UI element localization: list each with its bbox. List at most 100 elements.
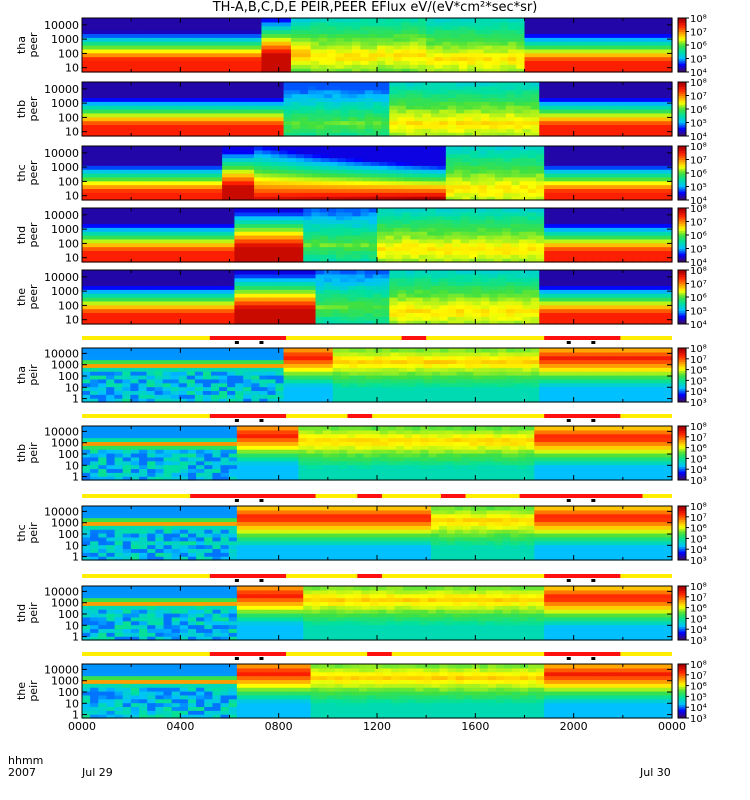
- spectrogram-cell: [299, 304, 309, 310]
- spectrogram-cell: [213, 161, 223, 166]
- spectrogram-cell: [154, 281, 163, 287]
- spectrogram-cell: [258, 285, 268, 290]
- spectrogram-cell: [163, 60, 173, 65]
- spectrogram-cell: [519, 173, 529, 178]
- spectrogram-cell: [524, 21, 534, 27]
- spectrogram-cell: [519, 157, 529, 163]
- spectrogram-cell: [655, 29, 665, 35]
- spectrogram-cell: [590, 41, 599, 46]
- spectrogram-cell: [435, 231, 445, 236]
- spectrogram-cell: [455, 97, 465, 102]
- spectrogram-cell: [194, 101, 204, 106]
- spectrogram-cell: [439, 320, 449, 325]
- spectrogram-cell: [98, 48, 108, 54]
- spectrogram-cell: [178, 300, 187, 306]
- spectrogram-cell: [647, 128, 657, 133]
- spectrogram-cell: [584, 223, 593, 228]
- spectrogram-cell: [447, 304, 457, 310]
- spectrogram-cell: [139, 173, 149, 178]
- spectrogram-cell: [106, 223, 115, 228]
- spectrogram-cell: [354, 146, 364, 151]
- spectrogram-cell: [162, 258, 171, 263]
- spectrogram-cell: [114, 105, 123, 110]
- spectrogram-cell: [485, 211, 495, 217]
- spectrogram-cell: [90, 128, 99, 133]
- spectrogram-cell: [178, 93, 188, 99]
- spectrogram-cell: [180, 146, 190, 151]
- spectrogram-cell: [251, 105, 260, 110]
- spectrogram-cell: [614, 64, 624, 69]
- spectrogram-cell: [354, 153, 364, 159]
- spectrogram-cell: [560, 250, 569, 255]
- spectrogram-cell: [138, 258, 147, 263]
- spectrogram-cell: [589, 128, 598, 133]
- spectrogram-cell: [447, 308, 457, 314]
- spectrogram-cell: [243, 254, 253, 259]
- spectrogram-cell: [219, 105, 228, 110]
- spectrogram-cell: [584, 250, 593, 255]
- spectrogram-cell: [434, 41, 444, 46]
- spectrogram-cell: [581, 48, 591, 54]
- spectrogram-cell: [268, 227, 279, 232]
- spectrogram-cell: [647, 109, 657, 114]
- spectrogram-cell: [251, 254, 261, 259]
- spectrogram-cell: [547, 82, 557, 87]
- spectrogram-cell: [472, 97, 482, 102]
- spectrogram-cell: [283, 312, 292, 317]
- spectrogram-cell: [228, 60, 238, 65]
- spectrogram-cell: [310, 52, 320, 58]
- spectrogram-cell: [393, 254, 403, 259]
- spectrogram-cell: [290, 60, 302, 65]
- spectrogram-cell: [494, 215, 503, 221]
- spectrogram-cell: [114, 285, 123, 290]
- spectrogram-cell: [163, 21, 173, 27]
- spectrogram-cell: [197, 149, 207, 155]
- spectrogram-cell: [162, 308, 171, 314]
- spectrogram-cell: [584, 208, 593, 213]
- spectrogram-cell: [600, 165, 609, 170]
- spectrogram-cell: [458, 21, 468, 27]
- spectrogram-cell: [389, 289, 399, 294]
- spectrogram-cell: [381, 124, 390, 129]
- spectrogram-cell: [608, 219, 617, 225]
- spectrogram-cell: [467, 64, 476, 69]
- spectrogram-cell: [608, 238, 617, 244]
- spectrogram-cell: [254, 184, 264, 190]
- spectrogram-cell: [147, 64, 157, 69]
- spectrogram-cell: [219, 85, 228, 91]
- spectrogram-cell: [576, 157, 585, 163]
- spectrogram-cell: [131, 196, 141, 201]
- spectrogram-cell: [251, 112, 260, 118]
- spectrogram-cell: [220, 33, 230, 38]
- spectrogram-cell: [467, 60, 476, 65]
- spectrogram-cell: [494, 223, 503, 228]
- spectrogram-cell: [235, 89, 244, 95]
- spectrogram-cell: [377, 68, 386, 73]
- color-bar-tick-label: 10⁴: [690, 68, 707, 79]
- spectrogram-cell: [188, 64, 197, 69]
- spectrogram-cell: [450, 25, 460, 31]
- spectrogram-cell: [576, 254, 585, 259]
- spectrogram-cell: [486, 157, 496, 163]
- spectrogram-cell: [98, 120, 107, 126]
- spectrogram-cell: [172, 173, 182, 178]
- spectrogram-cell: [522, 82, 532, 87]
- spectrogram-cell: [632, 246, 641, 252]
- spectrogram-cell: [452, 208, 462, 213]
- spectrogram-cell: [605, 124, 615, 129]
- spectrogram-cell: [283, 48, 292, 54]
- spectrogram-cell: [478, 180, 488, 186]
- spectrogram-cell: [106, 161, 116, 166]
- spectrogram-cell: [122, 242, 131, 248]
- spectrogram-cell: [606, 45, 616, 50]
- spectrogram-cell: [268, 33, 277, 38]
- spectrogram-cell: [385, 37, 394, 42]
- spectrogram-cell: [172, 184, 182, 190]
- spectrogram-cell: [226, 270, 236, 275]
- spectrogram-cell: [106, 116, 115, 122]
- spectrogram-cell: [250, 320, 260, 325]
- spectrogram-cell: [614, 29, 624, 35]
- spectrogram-cell: [202, 238, 211, 244]
- spectrogram-cell: [130, 68, 140, 73]
- spectrogram-cell: [337, 146, 347, 151]
